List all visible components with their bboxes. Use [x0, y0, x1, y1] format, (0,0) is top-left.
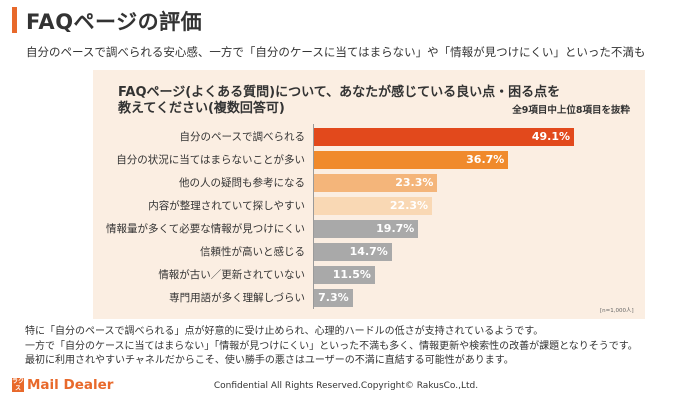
category-label: 自分のペースで調べられる [179, 131, 305, 143]
bar [314, 151, 509, 169]
comment-line: 特に「自分のペースで調べられる」点が好意的に受け止められ、心理的ハードルの低さが… [25, 326, 544, 337]
category-label: 信頼性が高いと感じる [200, 246, 305, 258]
chart-axis-line [313, 124, 314, 309]
bar [314, 289, 353, 307]
page-subtitle: 自分のペースで調べられる安心感、一方で「自分のケースに当てはまらない」や「情報が… [26, 45, 646, 59]
brand-name: Mail Dealer [27, 377, 114, 393]
value-label: 14.7% [349, 245, 388, 258]
bar [314, 174, 438, 192]
comments-block: 特に「自分のペースで調べられる」点が好意的に受け止められ、心理的ハードルの低さが… [25, 325, 638, 369]
bar [314, 243, 392, 261]
page-title: FAQページの評価 [26, 10, 203, 34]
value-label: 23.3% [395, 176, 434, 189]
value-label: 19.7% [376, 222, 415, 235]
category-label: 専門用語が多く理解しづらい [169, 292, 305, 304]
title-accent-bar [12, 7, 17, 33]
chart-title-line1: FAQページ(よくある質問)について、あなたが感じている良い点・困る点を [118, 85, 561, 100]
footer-copyright: Confidential All Rights Reserved.Copyrig… [213, 381, 479, 391]
category-label: 情報量が多くて必要な情報が見つけにくい [106, 223, 305, 235]
category-label: 自分の状況に当てはまらないことが多い [116, 154, 305, 166]
value-label: 22.3% [389, 199, 429, 212]
chart-note: 全9項目中上位8項目を抜粋 [512, 105, 630, 116]
bar [314, 220, 419, 238]
value-label: 49.1% [531, 130, 570, 143]
bar [314, 128, 574, 146]
comment-line: 一方で「自分のケースに当てはまらない」「情報が見つけにくい」といった不満も多く、… [25, 340, 638, 352]
sample-size-note: [n=1,000人] [600, 308, 634, 314]
rakus-logo-mark: ラク ス [12, 378, 25, 392]
chart-title-line2: 教えてください(複数回答可) [118, 101, 285, 116]
bar [314, 266, 375, 284]
category-label: 他の人の疑問も参考になる [179, 177, 305, 189]
bar [314, 197, 433, 215]
comment-line: 最初に利用されやすいチャネルだからこそ、使い勝手の悪さはユーザーの不満に直結する… [25, 355, 514, 366]
brand-logo: ラク ス Mail Dealer [12, 377, 162, 394]
value-label: 11.5% [332, 268, 371, 281]
category-label: 情報が古い／更新されていない [158, 269, 305, 281]
value-label: 7.3% [318, 291, 349, 304]
category-label: 内容が整理されていて探しやすい [148, 200, 305, 212]
value-label: 36.7% [466, 153, 505, 166]
